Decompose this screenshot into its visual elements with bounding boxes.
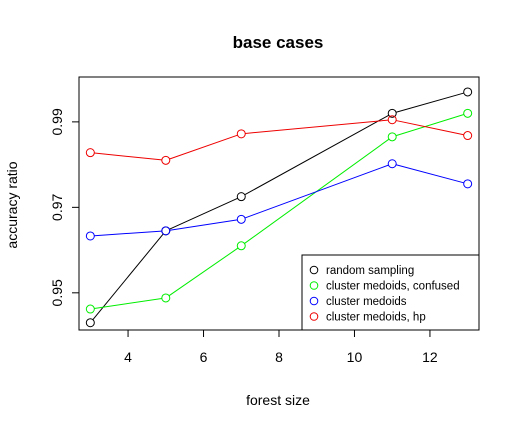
x-tick-label: 8 xyxy=(275,349,283,365)
x-axis-label: forest size xyxy=(246,392,310,408)
series-line-segment xyxy=(169,219,238,231)
series-line-segment xyxy=(169,197,238,230)
legend-marker xyxy=(309,265,319,275)
data-point xyxy=(236,241,246,251)
legend-label: cluster medoids, hp xyxy=(326,312,426,324)
series-line-segment xyxy=(94,230,162,237)
y-tick-label: 0.97 xyxy=(49,194,65,221)
series-line-segment xyxy=(94,152,162,161)
series-line-segment xyxy=(245,119,389,134)
series-line-segment xyxy=(168,247,239,297)
x-tick-label: 10 xyxy=(347,349,363,365)
data-point xyxy=(236,214,246,224)
data-point xyxy=(85,231,95,241)
data-point xyxy=(463,179,473,189)
data-point xyxy=(387,115,397,125)
series-group xyxy=(85,115,473,165)
series-line-segment xyxy=(395,114,465,137)
series-group xyxy=(85,159,473,241)
x-tick-label: 12 xyxy=(422,349,438,365)
data-point xyxy=(463,108,473,118)
y-tick-label: 0.99 xyxy=(49,108,65,135)
data-point xyxy=(161,226,171,236)
data-point xyxy=(161,155,171,165)
legend-marker xyxy=(309,281,319,290)
y-tick-label: 0.95 xyxy=(49,279,65,306)
series-layer xyxy=(85,87,473,328)
data-point xyxy=(463,87,473,97)
series-line-segment xyxy=(395,92,464,113)
series-line-segment xyxy=(395,164,464,184)
series-group xyxy=(85,87,473,328)
data-point xyxy=(463,131,473,141)
legend-marker xyxy=(309,312,319,321)
series-line-segment xyxy=(169,134,238,160)
data-point xyxy=(387,159,397,169)
data-point xyxy=(387,132,397,142)
series-line-segment xyxy=(244,164,389,219)
data-point xyxy=(85,304,95,314)
data-point xyxy=(161,293,171,303)
data-point xyxy=(85,148,95,158)
series-line-segment xyxy=(396,120,464,136)
data-point xyxy=(236,129,246,139)
legend-marker xyxy=(309,296,319,306)
series-line-segment xyxy=(92,233,164,320)
chart-title: base cases xyxy=(233,33,324,52)
series-line-segment xyxy=(94,298,162,309)
data-point xyxy=(236,192,246,202)
y-axis-label: accuracy ratio xyxy=(4,161,20,248)
x-tick-label: 6 xyxy=(200,349,208,365)
series-line-segment xyxy=(244,114,389,196)
legend-label: random sampling xyxy=(326,265,414,277)
legend-label: cluster medoids xyxy=(326,296,407,308)
legend: random sampling cluster medoids, confused… xyxy=(301,254,480,331)
x-tick-label: 4 xyxy=(124,349,132,365)
legend-box xyxy=(301,254,480,331)
legend-label: cluster medoids, confused xyxy=(326,281,460,293)
data-point xyxy=(387,108,397,118)
data-point xyxy=(85,318,95,328)
y-axis: 0.95 0.97 0.99 xyxy=(49,108,80,306)
